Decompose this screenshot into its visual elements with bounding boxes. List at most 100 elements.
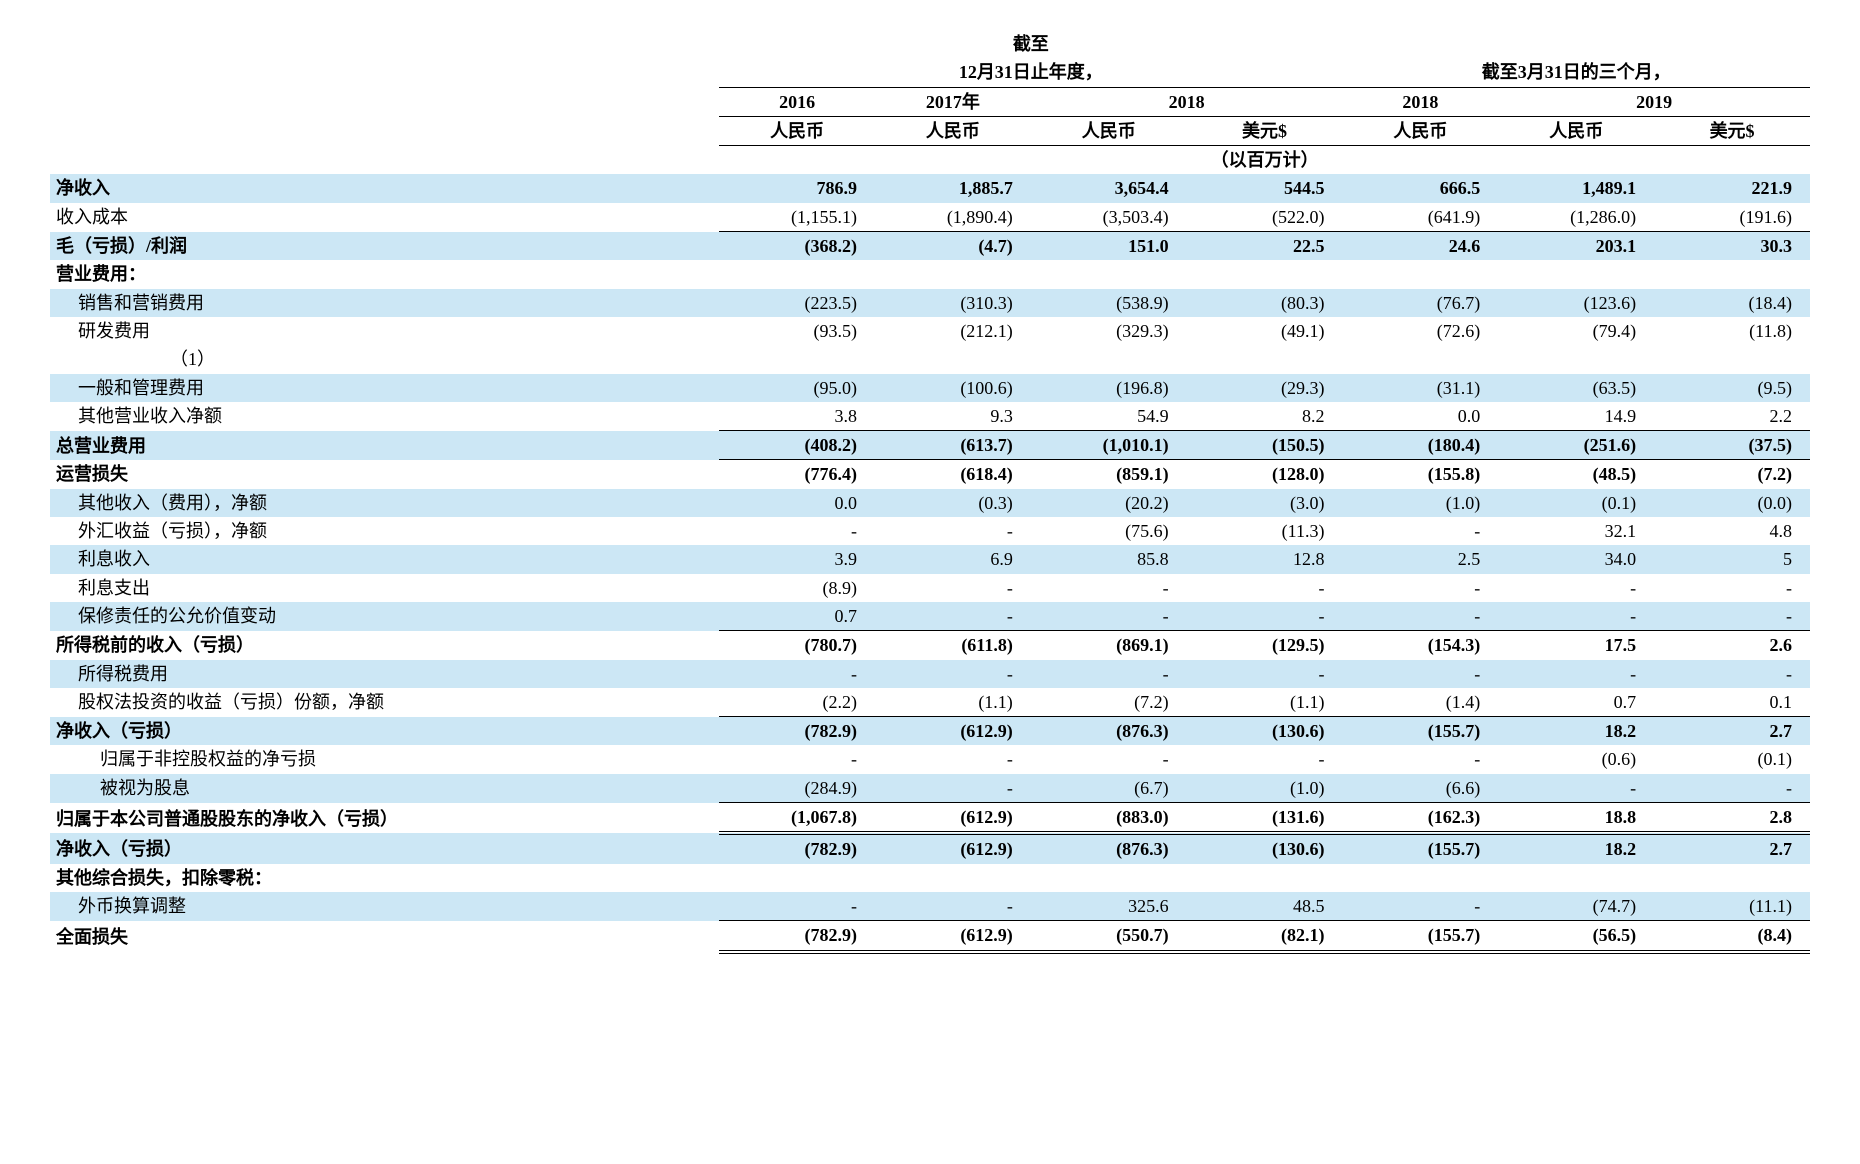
- table-row: 总营业费用(408.2)(613.7)(1,010.1)(150.5)(180.…: [50, 431, 1810, 460]
- cell-value: -: [875, 745, 1031, 773]
- cell-value: -: [719, 517, 875, 545]
- cell-value: 2.6: [1654, 631, 1810, 660]
- cell-value: 0.0: [1342, 402, 1498, 431]
- table-row: 利息支出(8.9)------: [50, 574, 1810, 602]
- cell-value: -: [719, 745, 875, 773]
- cell-value: (155.7): [1342, 921, 1498, 952]
- cell-value: 14.9: [1498, 402, 1654, 431]
- cell-value: (74.7): [1498, 892, 1654, 921]
- unit-usd: 美元$: [1187, 116, 1343, 145]
- cell-value: -: [1498, 660, 1654, 688]
- cell-value: 2.5: [1342, 545, 1498, 573]
- cell-value: 1,885.7: [875, 174, 1031, 202]
- cell-value: 54.9: [1031, 402, 1187, 431]
- cell-value: 2.2: [1654, 402, 1810, 431]
- table-row: 利息收入3.96.985.812.82.534.05: [50, 545, 1810, 573]
- cell-value: 18.8: [1498, 803, 1654, 834]
- row-label: 研发费用: [50, 317, 719, 345]
- cell-value: (180.4): [1342, 431, 1498, 460]
- cell-value: (4.7): [875, 232, 1031, 261]
- table-row: 归属于非控股权益的净亏损-----(0.6)(0.1): [50, 745, 1810, 773]
- cell-value: -: [1654, 660, 1810, 688]
- table-row: 外汇收益（亏损），净额--(75.6)(11.3)-32.14.8: [50, 517, 1810, 545]
- cell-value: (79.4): [1498, 317, 1654, 345]
- cell-value: (6.7): [1031, 774, 1187, 803]
- row-label: 净收入（亏损）: [50, 717, 719, 746]
- unit-rmb: 人民币: [1031, 116, 1187, 145]
- cell-value: (154.3): [1342, 631, 1498, 660]
- table-row: 销售和营销费用(223.5)(310.3)(538.9)(80.3)(76.7)…: [50, 289, 1810, 317]
- row-label: 一般和管理费用: [50, 374, 719, 402]
- cell-value: (6.6): [1342, 774, 1498, 803]
- cell-value: -: [719, 660, 875, 688]
- cell-value: (618.4): [875, 460, 1031, 489]
- cell-value: (869.1): [1031, 631, 1187, 660]
- row-label: 其他综合损失，扣除零税：: [50, 864, 719, 892]
- cell-value: (1.4): [1342, 688, 1498, 717]
- cell-value: -: [1654, 774, 1810, 803]
- table-header: 截至 12月31日止年度， 截至3月31日的三个月， 2016 2017年 20…: [50, 30, 1810, 174]
- cell-value: (1,067.8): [719, 803, 875, 834]
- financial-statement-table: 截至 12月31日止年度， 截至3月31日的三个月， 2016 2017年 20…: [50, 30, 1810, 954]
- table-row: 所得税费用-------: [50, 660, 1810, 688]
- cell-value: [1342, 260, 1498, 288]
- cell-value: -: [1342, 517, 1498, 545]
- cell-value: 2.7: [1654, 833, 1810, 863]
- cell-value: 3,654.4: [1031, 174, 1187, 202]
- cell-value: 221.9: [1654, 174, 1810, 202]
- cell-value: (100.6): [875, 374, 1031, 402]
- cell-value: [1498, 260, 1654, 288]
- cell-value: 32.1: [1498, 517, 1654, 545]
- cell-value: (782.9): [719, 921, 875, 952]
- cell-value: (0.1): [1498, 489, 1654, 517]
- cell-value: (1,155.1): [719, 203, 875, 232]
- cell-value: (0.0): [1654, 489, 1810, 517]
- row-label: 其他营业收入净额: [50, 402, 719, 431]
- cell-value: (612.9): [875, 833, 1031, 863]
- cell-value: (641.9): [1342, 203, 1498, 232]
- cell-value: -: [1654, 602, 1810, 631]
- cell-value: (1.0): [1187, 774, 1343, 803]
- cell-value: (75.6): [1031, 517, 1187, 545]
- cell-value: (0.6): [1498, 745, 1654, 773]
- cell-value: (0.3): [875, 489, 1031, 517]
- table-row: 毛（亏损）/利润(368.2)(4.7)151.022.524.6203.130…: [50, 232, 1810, 261]
- cell-value: (876.3): [1031, 833, 1187, 863]
- row-label: 外汇收益（亏损），净额: [50, 517, 719, 545]
- table-row: 净收入786.91,885.73,654.4544.5666.51,489.12…: [50, 174, 1810, 202]
- cell-value: (1.1): [875, 688, 1031, 717]
- cell-value: 203.1: [1498, 232, 1654, 261]
- table-row: 净收入（亏损）(782.9)(612.9)(876.3)(130.6)(155.…: [50, 717, 1810, 746]
- row-label: 利息支出: [50, 574, 719, 602]
- row-label: 利息收入: [50, 545, 719, 573]
- cell-value: 9.3: [875, 402, 1031, 431]
- cell-value: 18.2: [1498, 833, 1654, 863]
- cell-value: (8.4): [1654, 921, 1810, 952]
- cell-value: (284.9): [719, 774, 875, 803]
- cell-value: (20.2): [1031, 489, 1187, 517]
- cell-value: 544.5: [1187, 174, 1343, 202]
- cell-value: 6.9: [875, 545, 1031, 573]
- row-label: 其他收入（费用），净额: [50, 489, 719, 517]
- table-row: 研发费用(93.5)(212.1)(329.3)(49.1)(72.6)(79.…: [50, 317, 1810, 345]
- table-body: 净收入786.91,885.73,654.4544.5666.51,489.12…: [50, 174, 1810, 951]
- cell-value: 34.0: [1498, 545, 1654, 573]
- table-row: 运营损失(776.4)(618.4)(859.1)(128.0)(155.8)(…: [50, 460, 1810, 489]
- cell-value: (155.7): [1342, 717, 1498, 746]
- cell-value: 151.0: [1031, 232, 1187, 261]
- cell-value: -: [1498, 774, 1654, 803]
- cell-value: -: [1187, 660, 1343, 688]
- row-label: 净收入: [50, 174, 719, 202]
- header-quarter-line: 截至3月31日的三个月，: [1342, 58, 1810, 87]
- cell-value: -: [1342, 660, 1498, 688]
- cell-value: -: [1342, 892, 1498, 921]
- cell-value: (883.0): [1031, 803, 1187, 834]
- cell-value: (162.3): [1342, 803, 1498, 834]
- cell-value: (93.5): [719, 317, 875, 345]
- col-2018: 2018: [1031, 87, 1343, 116]
- cell-value: (49.1): [1187, 317, 1343, 345]
- cell-value: 18.2: [1498, 717, 1654, 746]
- cell-value: 8.2: [1187, 402, 1343, 431]
- cell-value: [1031, 864, 1187, 892]
- cell-value: -: [1654, 574, 1810, 602]
